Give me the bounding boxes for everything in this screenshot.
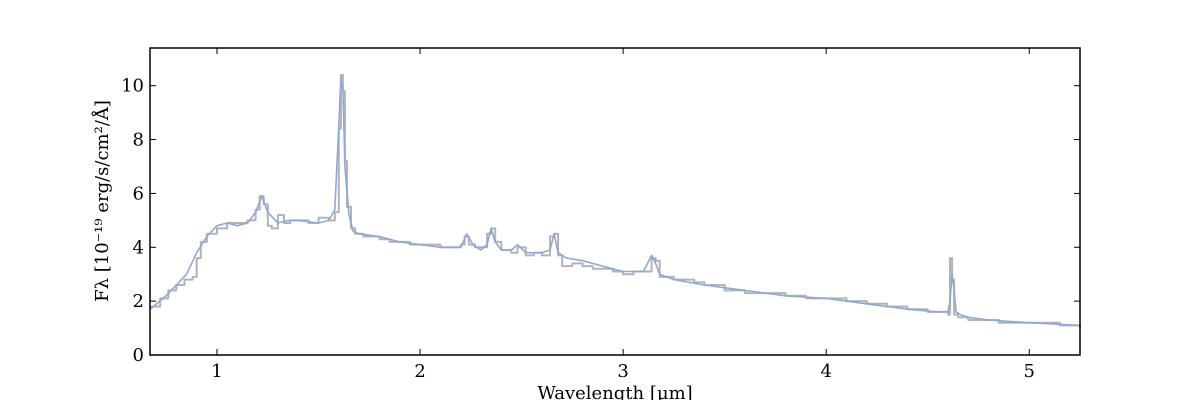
x-axis-ticks: 1 2 3 4 5 — [211, 48, 1035, 382]
y-axis-label: Fλ [10⁻¹⁹ erg/s/cm²/Å] — [91, 100, 113, 302]
series-layer — [149, 73, 1081, 329]
series-line-1 — [149, 76, 1081, 327]
x-tick-label: 1 — [211, 361, 222, 382]
series-line-0 — [150, 73, 1081, 329]
y-tick-label: 0 — [133, 345, 144, 366]
x-tick-label: 5 — [1024, 361, 1035, 382]
y-tick-label: 8 — [133, 130, 144, 151]
y-tick-label: 6 — [133, 183, 144, 204]
x-tick-label: 2 — [414, 361, 425, 382]
y-tick-label: 2 — [133, 291, 144, 312]
x-tick-label: 4 — [820, 361, 831, 382]
y-axis-ticks: 0 2 4 6 8 10 — [121, 76, 1080, 366]
x-axis-label: Wavelength [μm] — [537, 383, 692, 400]
y-tick-label: 10 — [121, 76, 144, 97]
x-tick-label: 3 — [617, 361, 628, 382]
plot-frame — [149, 47, 1081, 356]
y-tick-label: 4 — [133, 237, 144, 258]
